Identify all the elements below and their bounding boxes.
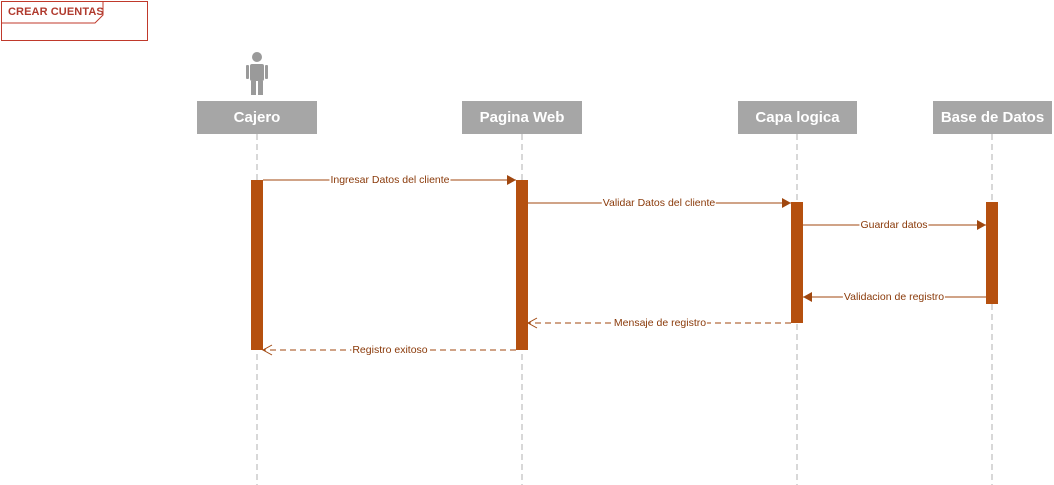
participant-pagina-web[interactable]: Pagina Web xyxy=(462,101,582,134)
arrowhead-filled-icon xyxy=(782,198,791,208)
actor-leg-icon xyxy=(258,81,263,95)
message-label: Validar Datos del cliente xyxy=(601,197,717,209)
actor-leg-icon xyxy=(251,81,256,95)
participant-label: Cajero xyxy=(233,109,281,126)
message-label: Registro exitoso xyxy=(351,344,429,356)
frame-tab: CREAR CUENTAS xyxy=(1,1,148,41)
activation-bar-pagina xyxy=(516,180,528,350)
message-label: Ingresar Datos del cliente xyxy=(329,174,451,186)
frame-tab-outline xyxy=(2,2,104,24)
activation-bar-datos xyxy=(986,202,998,304)
participant-label: Pagina Web xyxy=(479,109,565,126)
message-label: Guardar datos xyxy=(859,219,929,231)
activation-bar-logica xyxy=(791,202,803,323)
participant-cajero[interactable]: Cajero xyxy=(197,101,317,134)
participant-capa-logica[interactable]: Capa logica xyxy=(738,101,857,134)
activation-bar-cajero xyxy=(251,180,263,350)
participant-label: Base de Datos xyxy=(940,109,1045,126)
arrowhead-filled-icon xyxy=(507,175,516,185)
actor-arm-icon xyxy=(265,65,268,79)
participant-label: Capa logica xyxy=(755,109,840,126)
participant-base-de-datos[interactable]: Base de Datos xyxy=(933,101,1052,134)
message-label: Mensaje de registro xyxy=(612,317,708,329)
message-label: Validacion de registro xyxy=(842,291,946,303)
arrowhead-filled-icon xyxy=(977,220,986,230)
actor-body-icon xyxy=(250,64,264,81)
arrowhead-open-icon xyxy=(526,317,538,329)
actor-arm-icon xyxy=(246,65,249,79)
actor-head-icon xyxy=(252,52,262,62)
arrowhead-open-icon xyxy=(261,344,273,356)
arrowhead-filled-icon xyxy=(803,292,812,302)
frame-title: CREAR CUENTAS xyxy=(8,6,104,18)
